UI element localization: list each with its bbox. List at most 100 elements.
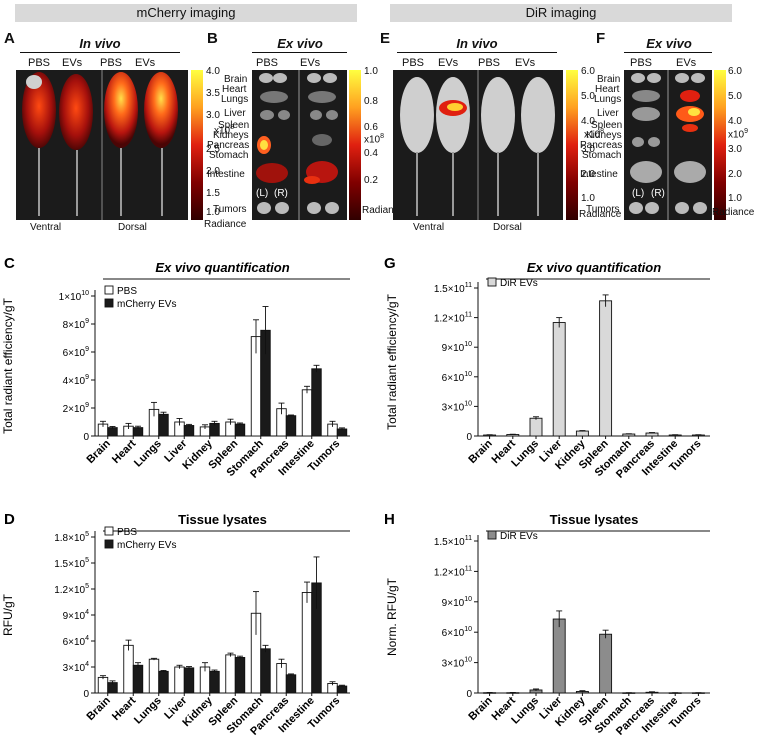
x-tick-label-c-kidney: Kidney <box>180 437 215 472</box>
x-tick-label-g-spleen: Spleen <box>577 437 611 471</box>
panel-e-view-ventral: Ventral <box>413 222 445 233</box>
x-tick-label-c-brain: Brain <box>84 437 113 466</box>
y-tick-mantissa-h: 1.5×10 <box>434 537 465 548</box>
bar-c-lungs-pbs <box>148 408 160 437</box>
legend-label-c-pbs: PBS <box>117 286 137 297</box>
bar-c-liver-mcherry-evs <box>183 425 195 437</box>
bar-d-heart-mcherry-evs <box>132 664 144 694</box>
panel-a-colorbar <box>191 70 203 220</box>
cbar-f-label: Radiance <box>712 207 755 218</box>
legend-swatch-g-dir-evs <box>487 277 497 287</box>
y-tick-exponent-g: 10 <box>464 400 472 407</box>
cbar-b-scale-exp: 8 <box>380 133 385 140</box>
y-tick-mantissa-d: 9×10 <box>63 611 86 622</box>
y-tick-label-h: 3×1010 <box>442 657 472 670</box>
bar-g-stomach-dir-evs <box>622 433 636 437</box>
y-tick-mantissa-d: 6×10 <box>63 637 86 648</box>
panel-b-exvivo-image <box>252 70 347 220</box>
y-tick-exponent-d: 4 <box>85 635 89 642</box>
panel-label-e: E <box>380 30 391 47</box>
y-tick-exponent-h: 11 <box>465 535 472 542</box>
panel-b-title: Ex vivo <box>277 36 323 51</box>
bar-g-spleen-dir-evs <box>599 300 613 437</box>
y-tick-mantissa-h: 1.2×10 <box>434 567 465 578</box>
panel-f-title: Ex vivo <box>646 36 692 51</box>
x-tick-label-d-heart: Heart <box>110 694 139 723</box>
x-tick-label-g-pancreas: Pancreas <box>614 438 657 481</box>
y-tick-mantissa-d: 1.2×10 <box>54 585 85 596</box>
organ-label-f-tumors: Tumors <box>586 204 620 215</box>
y-tick-mantissa-g: 9×10 <box>442 343 465 354</box>
panel-label-g: G <box>384 255 396 272</box>
cbar-f-scale-exp: 9 <box>744 128 749 135</box>
bar-h-liver-dir-evs <box>552 618 566 694</box>
cbar-a-tick-0: 4.0 <box>206 66 220 77</box>
x-tick-label-h-pancreas: Pancreas <box>614 695 657 738</box>
x-tick-label-d-kidney: Kidney <box>180 694 215 729</box>
organ-label-b-tumors: Tumors <box>213 204 247 215</box>
bar-c-pancreas-pbs <box>276 408 287 437</box>
bar-h-heart-dir-evs <box>506 692 520 694</box>
x-tick-label-c-tumors: Tumors <box>306 438 342 474</box>
x-tick-label-c-heart: Heart <box>110 437 139 466</box>
x-tick-label-h-liver: Liver <box>537 694 565 722</box>
bar-d-tumors-pbs <box>327 683 338 694</box>
cbar-a-scale: x108 <box>214 124 234 136</box>
cbar-a-tick-4: 2.0 <box>206 166 220 177</box>
y-tick-label-d: 1.5×105 <box>54 557 89 570</box>
chart-title-h: Tissue lysates <box>550 512 639 527</box>
cbar-f-scale-base: x10 <box>728 129 745 141</box>
bar-g-liver-dir-evs <box>552 322 566 437</box>
x-tick-label-d-lungs: Lungs <box>132 695 164 727</box>
y-tick-exponent-d: 4 <box>85 609 89 616</box>
y-tick-label-g: 9×1010 <box>442 341 472 354</box>
organ-label-b-kidneys: Kidneys <box>213 130 249 141</box>
y-tick-label-d: 0 <box>83 689 89 700</box>
panel-b-tumor-right: (R) <box>274 188 288 199</box>
x-tick-label-c-pancreas: Pancreas <box>248 438 291 481</box>
y-tick-label-c: 4×109 <box>63 374 90 387</box>
cbar-a-tick-5: 1.5 <box>206 188 220 199</box>
y-tick-label-g: 1.2×1011 <box>434 312 472 325</box>
x-tick-label-g-heart: Heart <box>490 437 519 466</box>
cbar-f-tick-3: 3.0 <box>728 144 742 155</box>
x-tick-label-d-liver: Liver <box>162 694 190 722</box>
cbar-a-scale-base: x10 <box>214 125 231 137</box>
organ-label-b-heart: Heart <box>222 84 247 95</box>
y-tick-label-c: 0 <box>83 432 89 443</box>
organ-label-f-kidneys: Kidneys <box>586 130 622 141</box>
bar-c-kidney-pbs <box>199 426 211 437</box>
cbar-e-tick-3: 3.0 <box>581 144 595 155</box>
y-tick-label-d: 1.8×105 <box>54 531 89 544</box>
cbar-b-scale: x108 <box>364 133 384 145</box>
cbar-a-tick-2: 3.0 <box>206 110 220 121</box>
chart-title-g: Ex vivo quantification <box>527 260 661 275</box>
organ-label-b-lungs: Lungs <box>221 94 249 105</box>
bar-c-tumors-pbs <box>327 423 338 437</box>
y-tick-exponent-g: 11 <box>465 312 472 319</box>
bar-c-tumors-mcherry-evs <box>336 428 348 437</box>
dir-banner: DiR imaging <box>390 4 732 22</box>
bar-c-spleen-mcherry-evs <box>234 423 246 437</box>
bar-g-brain-dir-evs <box>483 434 497 437</box>
y-tick-exponent-h: 10 <box>464 657 472 664</box>
bar-c-spleen-pbs <box>225 421 236 437</box>
bar-d-lungs-mcherry-evs <box>158 670 169 694</box>
bar-d-brain-pbs <box>97 676 109 694</box>
bar-d-tumors-mcherry-evs <box>336 685 348 694</box>
legend-swatch-h-dir-evs <box>487 530 497 540</box>
cbar-e-tick-4: 2.0 <box>581 169 595 180</box>
bar-c-intestine-pbs <box>301 389 313 437</box>
y-tick-exponent-h: 11 <box>465 565 472 572</box>
x-tick-label-h-intestine: Intestine <box>640 695 680 735</box>
cbar-b-tick-2: 0.6 <box>364 122 378 133</box>
panel-e-group-2: EVs <box>438 57 459 69</box>
bar-d-spleen-pbs <box>225 654 236 694</box>
y-tick-label-d: 3×104 <box>63 661 90 674</box>
panel-f-tumor-right: (R) <box>651 188 665 199</box>
panel-a-group-4: EVs <box>135 57 156 69</box>
organ-label-b-liver: Liver <box>224 108 246 119</box>
x-tick-label-g-intestine: Intestine <box>640 438 680 478</box>
cbar-f-tick-1: 5.0 <box>728 91 742 102</box>
x-tick-label-h-brain: Brain <box>466 694 495 723</box>
